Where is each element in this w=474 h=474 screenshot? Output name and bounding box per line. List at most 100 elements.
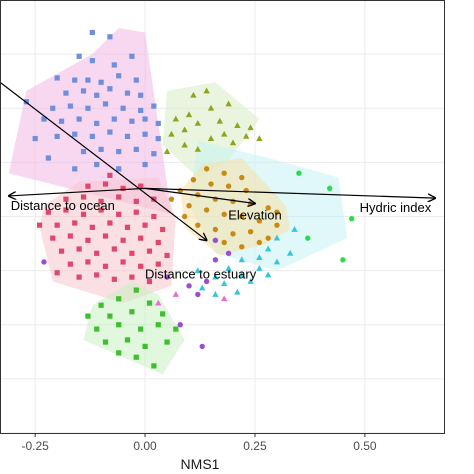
data-point-square — [94, 272, 100, 278]
data-point-circle — [247, 228, 254, 235]
data-point-square — [129, 53, 135, 59]
data-point-triangle — [203, 87, 210, 94]
vector-label: Distance to estuary — [145, 266, 257, 281]
data-point-square — [98, 207, 104, 213]
data-point-square — [72, 131, 78, 137]
data-point-square — [102, 263, 109, 269]
data-point-square — [89, 58, 95, 64]
data-point-square — [107, 34, 113, 40]
data-point-square — [116, 296, 122, 302]
data-point-square — [72, 77, 78, 83]
data-point-triangle — [185, 111, 193, 118]
data-point-square — [98, 146, 104, 152]
data-point-square — [116, 322, 122, 328]
data-point-square — [45, 155, 51, 161]
data-point-square — [94, 92, 100, 98]
data-point-square — [76, 246, 82, 252]
data-point-circle — [348, 215, 355, 222]
data-point-square — [120, 185, 126, 191]
data-point-circle — [256, 239, 263, 246]
data-point-square — [94, 161, 100, 168]
data-point-square — [80, 148, 87, 155]
data-point-square — [107, 129, 113, 135]
data-points — [23, 29, 355, 369]
data-point-square — [155, 239, 161, 246]
data-point-triangle — [212, 291, 219, 297]
data-point-square — [58, 118, 65, 124]
data-point-square — [138, 183, 144, 189]
group-hull — [39, 177, 176, 304]
data-point-circle — [190, 176, 197, 183]
data-point-square — [32, 135, 38, 142]
data-point-square — [120, 105, 126, 111]
data-point-square — [142, 161, 148, 168]
data-point-circle — [239, 244, 245, 250]
data-point-circle — [208, 181, 214, 187]
biplot-vectors: Hydric index Distance to ocean Elevation Di… — [0, 81, 435, 281]
data-point-triangle — [273, 258, 281, 265]
data-point-square — [85, 105, 91, 111]
data-point-square — [54, 270, 60, 276]
data-point-square — [111, 116, 117, 122]
data-point-square — [120, 237, 126, 243]
data-point-square — [98, 198, 104, 204]
data-point-square — [67, 261, 73, 267]
data-point-circle — [265, 235, 271, 241]
data-point-square — [45, 209, 51, 215]
data-point-triangle — [264, 271, 272, 278]
data-point-square — [94, 326, 100, 332]
data-point-square — [102, 233, 109, 239]
data-point-square — [80, 194, 87, 200]
data-point-square — [107, 172, 113, 178]
data-point-square — [111, 276, 117, 282]
data-point-triangle — [194, 145, 202, 152]
data-point-square — [50, 235, 56, 241]
data-point-square — [138, 92, 144, 98]
x-tick-label: -0.25 — [21, 439, 49, 453]
data-point-circle — [225, 183, 232, 189]
data-point-square — [85, 237, 91, 243]
data-point-square — [155, 120, 161, 127]
data-point-square — [58, 248, 65, 254]
data-point-square — [63, 90, 69, 96]
data-point-triangle — [172, 115, 180, 122]
data-point-triangle — [216, 117, 224, 124]
data-point-triangle — [181, 126, 188, 133]
data-point-square — [133, 146, 139, 152]
data-point-square — [72, 166, 78, 172]
data-point-square — [94, 120, 100, 127]
data-point-circle — [212, 237, 219, 244]
data-point-square — [133, 198, 139, 204]
data-point-square — [164, 252, 170, 259]
data-point-circle — [296, 170, 302, 176]
data-point-square — [85, 313, 91, 319]
x-tick-label: 0.25 — [243, 439, 267, 453]
data-point-circle — [212, 257, 219, 263]
data-point-triangle — [212, 273, 219, 280]
data-point-square — [124, 133, 131, 139]
data-point-square — [133, 354, 139, 360]
data-point-square — [54, 222, 60, 228]
data-point-circle — [195, 222, 201, 228]
data-point-square — [80, 211, 87, 217]
data-point-circle — [340, 257, 346, 263]
data-point-square — [138, 235, 144, 241]
x-tick-label: 0.50 — [353, 439, 377, 453]
data-point-square — [116, 166, 122, 172]
data-point-circle — [181, 213, 188, 220]
data-point-square — [129, 274, 135, 280]
data-point-triangle — [199, 284, 206, 291]
data-point-square — [98, 79, 104, 85]
data-point-square — [129, 309, 135, 315]
data-point-circle — [221, 239, 227, 246]
data-point-square — [116, 73, 122, 79]
x-tick-label: 0.00 — [133, 439, 157, 453]
data-point-square — [124, 224, 131, 230]
data-point-triangle — [242, 132, 250, 139]
data-point-circle — [195, 291, 201, 298]
data-point-triangle — [220, 130, 228, 137]
data-point-square — [107, 220, 113, 226]
data-point-circle — [221, 170, 227, 176]
data-point-circle — [41, 259, 47, 265]
data-point-triangle — [220, 280, 228, 287]
